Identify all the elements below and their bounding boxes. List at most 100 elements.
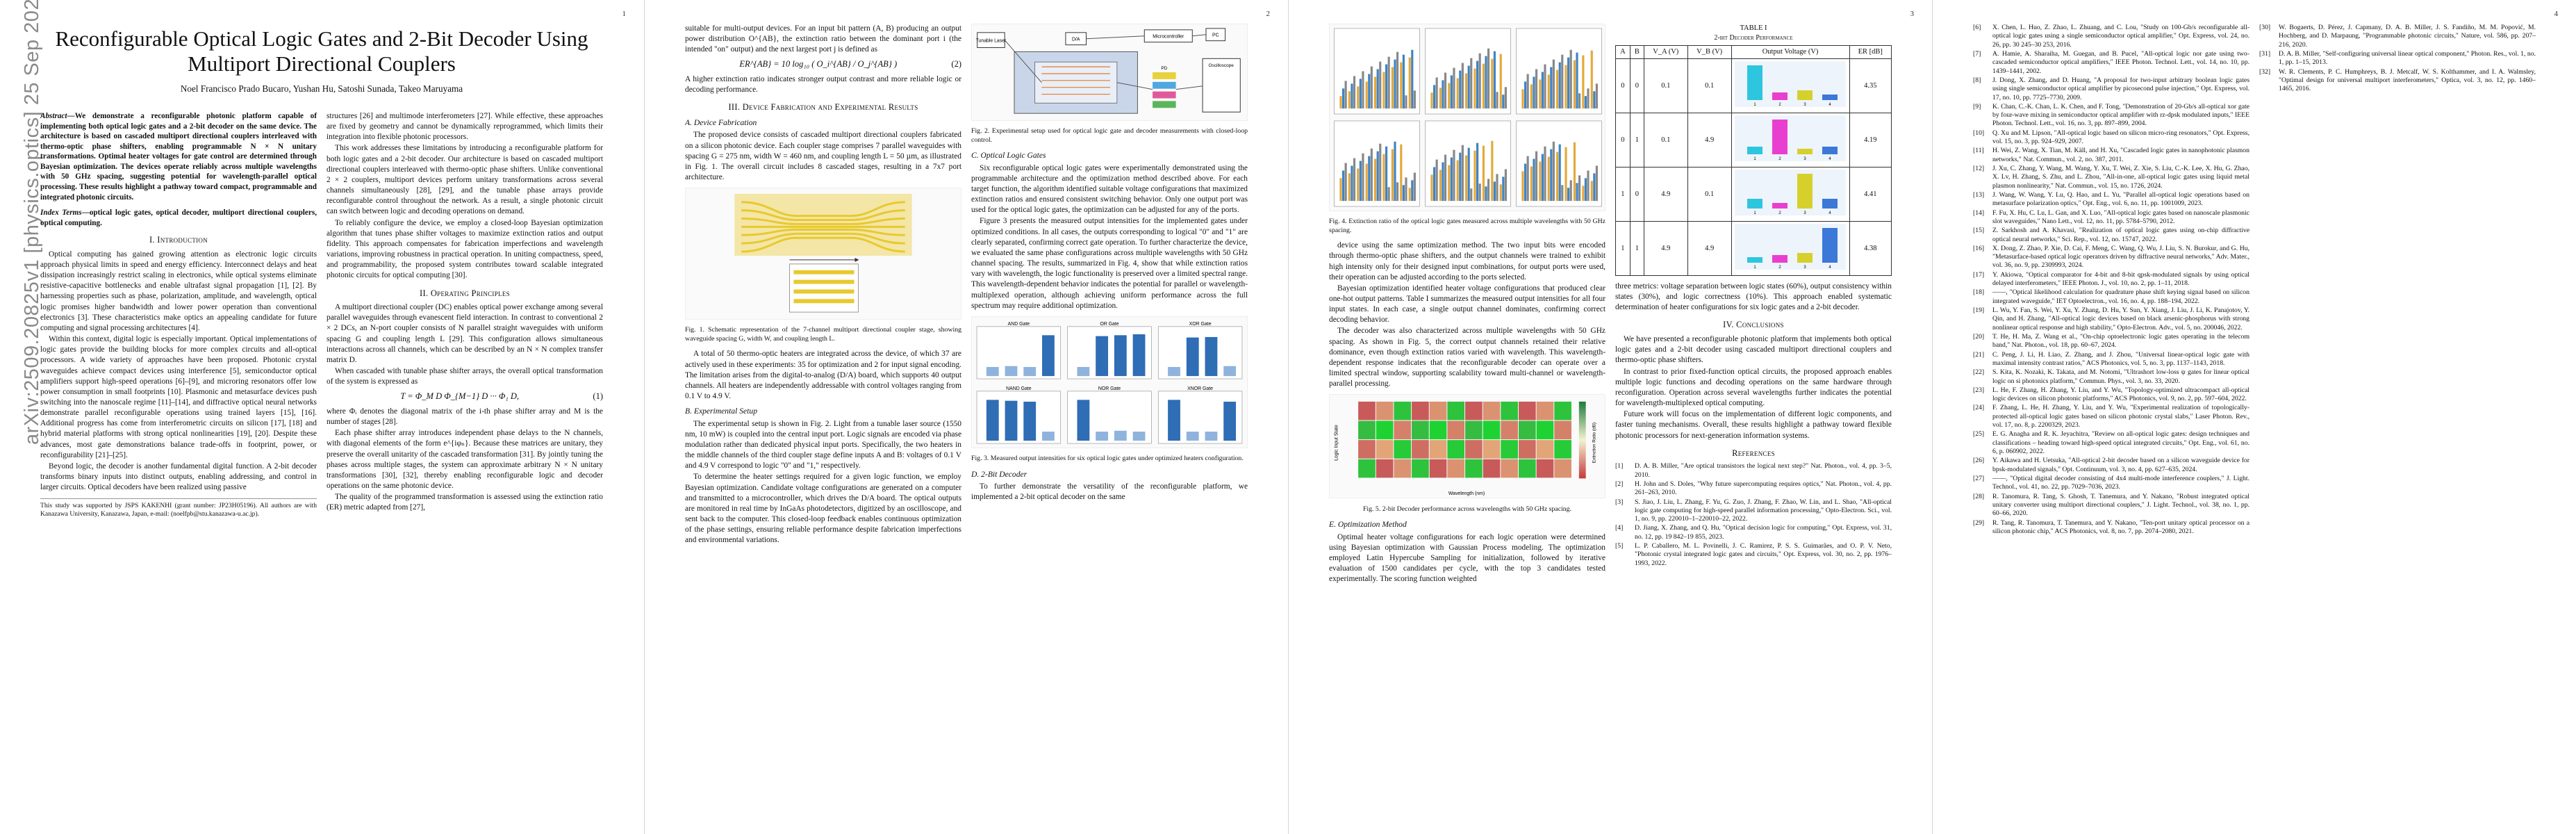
bar-tick-label: 4 <box>1828 103 1831 107</box>
er-bar <box>1556 152 1559 202</box>
page1-right-column: structures [26] and multimode interferom… <box>327 111 603 813</box>
er-bar <box>1344 81 1347 109</box>
paragraph: Each phase shifter array introduces inde… <box>327 429 603 491</box>
heatmap-cell <box>1519 402 1536 420</box>
subsection-heading: D. 2-Bit Decoder <box>971 469 1027 479</box>
reference-item: [31] D. A. B. Miller, "Self-configuring u… <box>2259 49 2536 67</box>
er-bar <box>1573 60 1576 109</box>
er-bar <box>1465 73 1468 109</box>
arxiv-stamp: arXiv:2509.20825v1 [physics.optics] 25 S… <box>21 0 43 445</box>
er-bar <box>1448 165 1451 202</box>
er-bar <box>1400 144 1403 202</box>
er-bar <box>1561 185 1564 202</box>
er-bar <box>1396 51 1399 109</box>
er-bar <box>1357 86 1360 109</box>
er-bar <box>1376 69 1379 109</box>
paragraph: In contrast to prior fixed-function opti… <box>1615 367 1892 408</box>
er-bar <box>1541 72 1544 109</box>
table-row: 0 1 0.1 4.9 1 2 3 4 4.19 <box>1615 113 1892 168</box>
section-heading: IV. Conclusions <box>1723 320 1784 330</box>
output-bar <box>1822 95 1838 101</box>
reference-item: [32] W. R. Clements, P. C. Humphreys, B. … <box>2259 67 2536 93</box>
er-bar <box>1430 92 1433 109</box>
figure-3-caption: Fig. 3. Measured output intensities for … <box>971 454 1244 462</box>
er-bar <box>1368 156 1371 202</box>
paragraph: Beyond logic, the decoder is another fun… <box>40 461 317 492</box>
er-bar <box>1413 172 1416 202</box>
heatmap-cell <box>1447 420 1465 440</box>
bar-tick-label: 3 <box>1803 103 1806 107</box>
heatmap-cell <box>1429 420 1447 440</box>
bar-tick-label: 1 <box>1753 265 1756 270</box>
paragraph: Figure 3 presents the measured output in… <box>971 217 1248 310</box>
er-bar <box>1353 158 1356 202</box>
reference-item: [10] Q. Xu and M. Lipson, "All-optical lo… <box>1973 129 2249 146</box>
gate-bar <box>1186 431 1199 441</box>
page2-right-column: Tunable Laser D/A Microcontroller PC Osc… <box>971 24 1248 816</box>
bar-tick-label: 4 <box>1828 211 1831 215</box>
reference-item: [8] J. Dong, X. Zhang, and D. Huang, "A p… <box>1973 76 2249 101</box>
heatmap-cell <box>1358 402 1376 420</box>
section-heading: II. Operating Principles <box>420 288 510 298</box>
er-bar <box>1382 154 1385 202</box>
heatmap-cell <box>1536 440 1554 459</box>
footnote: This study was supported by JSPS KAKENHI… <box>40 498 317 518</box>
er-bar <box>1341 170 1345 202</box>
gate-bar <box>1077 400 1090 441</box>
output-bar <box>1772 203 1788 209</box>
er-bar <box>1569 49 1572 109</box>
paragraph: Within this context, digital logic is es… <box>40 335 317 459</box>
er-bar <box>1530 84 1533 109</box>
paragraph: To reliably configure the device, we emp… <box>327 218 603 280</box>
er-bar <box>1453 67 1455 109</box>
er-bar <box>1379 61 1382 109</box>
heatmap-cell <box>1412 459 1429 478</box>
heatmap-cell <box>1376 440 1394 459</box>
gate-title: NAND Gate <box>1006 386 1032 391</box>
figure-1-coupler-schematic <box>685 188 961 320</box>
heatmap-cell <box>1465 440 1483 459</box>
er-bar <box>1496 174 1498 202</box>
page-4: 4 [6] X. Chen, L. Huo, Z. Zhao, L. Zhuang… <box>1932 0 2576 834</box>
section-heading: III. Device Fabrication and Experimental… <box>728 102 918 113</box>
er-bar <box>1461 63 1464 109</box>
heatmap-cell <box>1394 459 1412 478</box>
heatmap-cell <box>1536 402 1554 420</box>
page4-left-column: [6] X. Chen, L. Huo, Z. Zhao, L. Zhuang, … <box>1973 24 2249 816</box>
index-terms: Index Terms—optical logic gates, optical… <box>40 208 317 227</box>
heatmap-cell <box>1394 440 1412 459</box>
bar-tick-label: 1 <box>1753 103 1756 107</box>
er-bar <box>1344 163 1347 202</box>
paragraph: three metrics: voltage separation betwee… <box>1615 282 1892 312</box>
gate-bar <box>1096 336 1109 376</box>
gate-bar <box>1186 337 1199 376</box>
reference-list: [1] D. A. B. Miller, "Are optical transis… <box>1615 462 1892 568</box>
er-bar <box>1526 156 1529 202</box>
er-bar <box>1459 70 1462 109</box>
table-row: 1 0 4.9 0.1 1 2 3 4 4.41 <box>1615 167 1892 222</box>
er-bar <box>1576 52 1578 109</box>
er-bar <box>1473 150 1476 202</box>
bar-tick-label: 3 <box>1803 211 1806 215</box>
er-bar <box>1535 151 1538 202</box>
er-bar <box>1402 185 1405 202</box>
paragraph: When cascaded with tunable phase shifter… <box>327 367 603 386</box>
er-bar <box>1439 170 1442 202</box>
reference-item: [25] E. G. Anagha and R. K. Jeyachitra, "… <box>1973 430 2249 455</box>
paragraph: The decoder was also characterized acros… <box>1329 327 1605 389</box>
er-bar <box>1493 51 1496 109</box>
gate-bar <box>1042 335 1055 376</box>
er-bar <box>1584 96 1587 109</box>
er-bar <box>1582 186 1585 202</box>
er-bar <box>1433 85 1436 109</box>
gate-bar <box>1223 401 1237 441</box>
heatmap-cell <box>1501 402 1519 420</box>
reference-item: [5] L. P. Caballero, M. L. Povinelli, J. … <box>1615 542 1892 567</box>
er-bar <box>1587 170 1590 202</box>
paragraph: Future work will focus on the implementa… <box>1615 410 1892 440</box>
gate-bar <box>1132 334 1146 376</box>
heatmap-cell <box>1429 440 1447 459</box>
er-bar <box>1467 65 1470 109</box>
gate-bar <box>1023 366 1037 376</box>
